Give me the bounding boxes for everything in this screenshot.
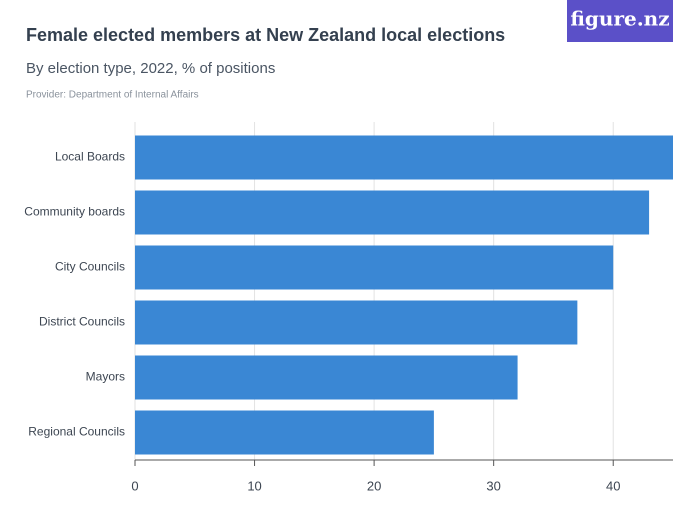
bar	[135, 190, 650, 235]
y-tick-label: Community boards	[24, 205, 125, 219]
logo[interactable]: figure.nz	[570, 7, 669, 31]
bar	[135, 355, 518, 400]
x-tick-label: 10	[247, 478, 261, 493]
logo-box	[567, 0, 673, 42]
x-tick-label: 30	[486, 478, 500, 493]
y-tick-label: City Councils	[55, 260, 125, 274]
bar	[135, 245, 614, 290]
x-tick-label: 40	[606, 478, 620, 493]
chart-title: Female elected members at New Zealand lo…	[26, 25, 505, 45]
bar	[135, 135, 673, 180]
y-tick-label: Regional Councils	[28, 425, 125, 439]
y-tick-label: District Councils	[39, 315, 125, 329]
x-tick-label: 0	[131, 478, 138, 493]
x-tick-label: 20	[367, 478, 381, 493]
y-tick-label: Mayors	[86, 370, 125, 384]
bar	[135, 410, 434, 455]
chart-subtitle: By election type, 2022, % of positions	[26, 60, 275, 77]
source: Provider: Department of Internal Affairs	[26, 90, 199, 101]
y-tick-label: Local Boards	[55, 150, 125, 164]
bar	[135, 300, 578, 345]
